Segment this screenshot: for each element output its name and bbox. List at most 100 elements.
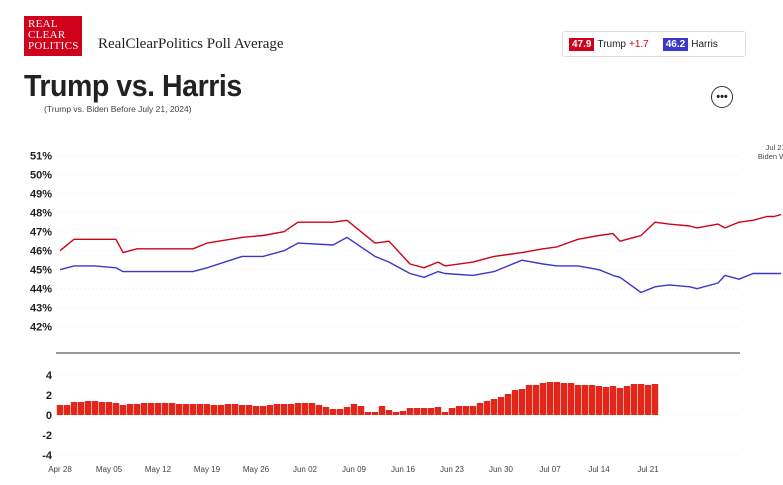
spread-bar (175, 404, 183, 415)
spread-bar (133, 404, 141, 415)
spread-bar (581, 385, 589, 415)
spread-bar (161, 403, 169, 415)
spread-bar (147, 403, 155, 415)
annotation-event: Biden Withdraws (758, 152, 783, 161)
spread-bar (77, 402, 85, 415)
spread-bar (210, 405, 218, 415)
x-tick-label: May 26 (243, 465, 270, 474)
spread-bar (427, 408, 435, 415)
spread-bar (315, 405, 323, 415)
spread-bar (224, 404, 232, 415)
spread-bar (392, 412, 400, 415)
logo-line: CLEAR (28, 29, 66, 41)
spread-bar (637, 384, 645, 415)
spread-bar (630, 384, 638, 415)
spread-bar (518, 389, 526, 415)
spread-bar (483, 401, 491, 415)
spread-bar (126, 404, 134, 415)
x-tick-label: Jun 23 (440, 465, 465, 474)
y-tick-label: 45% (30, 265, 52, 277)
spread-bar (602, 387, 610, 415)
spread-bar (539, 383, 547, 415)
series-line-trump (59, 213, 782, 269)
page-title: Trump vs. Harris (24, 68, 242, 103)
site-title: RealClearPolitics Poll Average (98, 36, 284, 52)
spread-bar (350, 404, 358, 415)
x-tick-label: May 12 (145, 465, 172, 474)
spread-bar (112, 403, 120, 415)
spread-bar (308, 403, 316, 415)
spread-bar (245, 405, 253, 415)
spread-bar (273, 404, 281, 415)
legend-item-trump[interactable]: 47.9 Trump +1.7 (569, 37, 649, 51)
y-tick-label: 42% (30, 322, 52, 334)
spread-bar (98, 402, 106, 415)
more-options-button[interactable]: ••• (711, 86, 733, 108)
spread-bar (266, 405, 274, 415)
rcp-logo[interactable]: REAL CLEAR POLITICS (24, 16, 82, 56)
x-tick-label: Jul 14 (588, 465, 610, 474)
trump-label: Trump (597, 38, 626, 50)
y-tick-label: -4 (42, 450, 53, 462)
y-tick-label: 51% (30, 151, 52, 163)
legend: 47.9 Trump +1.7 46.2 Harris (562, 31, 746, 57)
spread-bar (217, 405, 225, 415)
x-tick-label: Jun 16 (391, 465, 416, 474)
y-tick-label: 49% (30, 189, 52, 201)
x-tick-label: Jun 30 (489, 465, 514, 474)
annotation-date: Jul 21, 2024 (766, 143, 783, 152)
y-tick-label: 43% (30, 303, 52, 315)
series-line-harris (59, 236, 781, 294)
spread-bar (301, 403, 309, 415)
trump-value: 47.9 (569, 37, 595, 51)
spread-bar (91, 401, 99, 415)
spread-bar (56, 405, 64, 415)
spread-bar (259, 406, 267, 415)
spread-bar (588, 385, 596, 415)
y-tick-label: 2 (46, 390, 52, 402)
spread-bar (497, 397, 505, 415)
spread-bar (476, 403, 484, 415)
spread-bar (385, 410, 393, 415)
spread-bar (252, 406, 260, 415)
spread-bar (616, 388, 624, 415)
spread-bar (567, 383, 575, 415)
logo-line: POLITICS (28, 40, 79, 52)
y-tick-label: 50% (30, 170, 52, 182)
spread-bar (280, 404, 288, 415)
spread-bar (595, 386, 603, 415)
spread-bar (329, 409, 337, 415)
spread-bar (364, 412, 372, 415)
spread-bar (154, 403, 162, 415)
spread-bar (553, 382, 561, 415)
spread-bar (70, 402, 78, 415)
logo-line: REAL (28, 18, 58, 30)
spread-bar (343, 407, 351, 415)
x-tick-label: Jun 09 (342, 465, 367, 474)
spread-bar (140, 403, 148, 415)
spread-bar (168, 403, 176, 415)
y-tick-label: 44% (30, 284, 52, 296)
spread-bar (294, 403, 302, 415)
spread-bar (119, 405, 127, 415)
spread-bar (378, 406, 386, 415)
spread-bar (231, 404, 239, 415)
legend-item-harris[interactable]: 46.2 Harris (662, 37, 718, 51)
spread-bar (448, 408, 456, 415)
spread-bar (63, 405, 71, 415)
spread-bar (189, 404, 197, 415)
spread-bar (336, 409, 344, 415)
spread-bar (455, 406, 463, 415)
spread-bar (434, 407, 442, 415)
y-tick-label: 46% (30, 246, 52, 258)
spread-bar (532, 385, 540, 415)
harris-value: 46.2 (662, 37, 689, 51)
spread-bar (287, 404, 295, 415)
y-tick-label: 47% (30, 227, 52, 239)
harris-label: Harris (691, 38, 718, 50)
x-tick-label: May 05 (96, 465, 123, 474)
spread-bar (420, 408, 428, 415)
spread-bar (525, 385, 533, 415)
spread-bar (322, 407, 330, 415)
